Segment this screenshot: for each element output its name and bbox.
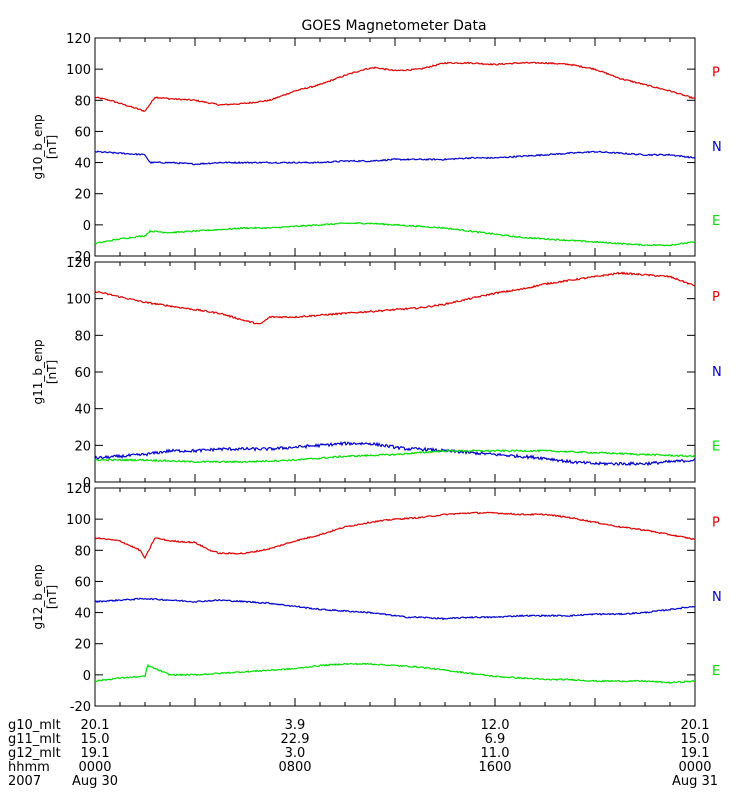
series-line-N xyxy=(94,150,696,166)
footer-row-label: 2007 xyxy=(8,774,41,789)
plot-frame xyxy=(94,261,696,483)
y-axis-unit: [nT] xyxy=(45,360,59,384)
y-axis-label: g11_b_enp xyxy=(31,339,45,404)
legend-entry-N: N xyxy=(712,365,722,380)
footer-row-label: hhmm xyxy=(8,760,50,775)
footer-cell: 1600 xyxy=(478,760,511,775)
legend-entry-E: E xyxy=(712,664,720,679)
panel-2: 0 20 40 60 80 100 120 g11_b_enp [nT] P N E xyxy=(31,256,722,491)
y-tick-label: 20 xyxy=(74,439,91,454)
legend-entry-N: N xyxy=(712,140,722,155)
footer-cell: 0000 xyxy=(678,760,711,775)
series-line-E xyxy=(94,662,696,685)
footer-row-label: g11_mlt xyxy=(8,732,61,747)
legend-entry-E: E xyxy=(712,440,720,455)
series-line-P xyxy=(94,61,696,113)
series-line-E xyxy=(94,222,696,247)
series-line-N xyxy=(94,441,696,467)
chart-footer-table: g10_mltg11_mltg12_mlthhmm200720.115.019.… xyxy=(8,718,718,789)
y-tick-label: 60 xyxy=(74,366,91,381)
footer-cell: 6.9 xyxy=(485,732,506,747)
footer-cell: Aug 31 xyxy=(672,774,718,789)
y-tick-label: 20 xyxy=(74,638,91,653)
y-axis-label: g12_b_enp xyxy=(31,564,45,629)
y-axis-unit: [nT] xyxy=(45,585,59,609)
footer-row-label: g12_mlt xyxy=(8,746,61,761)
series-line-E xyxy=(94,449,696,464)
plot-frame xyxy=(94,487,696,707)
y-tick-label: 100 xyxy=(66,513,91,528)
footer-cell: 15.0 xyxy=(81,732,110,747)
legend-entry-N: N xyxy=(712,590,722,605)
y-tick-label: 0 xyxy=(83,669,91,684)
y-tick-label: 40 xyxy=(74,157,91,172)
y-tick-label: -20 xyxy=(70,700,91,715)
chart-title: GOES Magnetometer Data xyxy=(301,18,486,34)
footer-cell: 12.0 xyxy=(481,718,510,733)
y-tick-label: 60 xyxy=(74,575,91,590)
footer-cell: 0800 xyxy=(278,760,311,775)
y-axis-unit: [nT] xyxy=(45,135,59,159)
legend-entry-P: P xyxy=(712,516,720,531)
footer-cell: 19.1 xyxy=(681,746,710,761)
footer-cell: Aug 30 xyxy=(72,774,118,789)
legend-entry-P: P xyxy=(712,290,720,305)
footer-cell: 22.9 xyxy=(281,732,310,747)
y-tick-label: 80 xyxy=(74,544,91,559)
y-tick-label: 80 xyxy=(74,329,91,344)
y-tick-label: 60 xyxy=(74,125,91,140)
y-tick-label: 120 xyxy=(66,32,91,47)
footer-cell: 19.1 xyxy=(81,746,110,761)
panel-1: -20 0 20 40 60 80 100 120 g10_b_enp [nT] P N E xyxy=(31,32,722,265)
footer-cell: 0000 xyxy=(78,760,111,775)
y-tick-label: 40 xyxy=(74,403,91,418)
panel-3: -20 0 20 40 60 80 100 120 g12_b_enp [nT] P N E xyxy=(31,482,722,715)
footer-cell: 3.9 xyxy=(285,718,306,733)
y-tick-label: -20 xyxy=(70,250,91,265)
footer-cell: 20.1 xyxy=(81,718,110,733)
y-tick-label: 120 xyxy=(66,482,91,497)
footer-cell: 11.0 xyxy=(481,746,510,761)
footer-cell: 20.1 xyxy=(681,718,710,733)
y-axis-label: g10_b_enp xyxy=(31,114,45,179)
footer-row-label: g10_mlt xyxy=(8,718,61,733)
y-tick-label: 40 xyxy=(74,607,91,622)
footer-cell: 3.0 xyxy=(285,746,306,761)
y-tick-label: 100 xyxy=(66,63,91,78)
y-tick-label: 0 xyxy=(83,219,91,234)
legend-entry-E: E xyxy=(712,214,720,229)
y-tick-label: 0 xyxy=(83,476,91,491)
y-tick-label: 100 xyxy=(66,293,91,308)
series-line-N xyxy=(94,597,696,621)
footer-cell: 15.0 xyxy=(681,732,710,747)
y-tick-label: 20 xyxy=(74,188,91,203)
plot-frame xyxy=(94,37,696,257)
y-tick-label: 80 xyxy=(74,94,91,109)
series-line-P xyxy=(94,271,696,325)
y-tick-label: 120 xyxy=(66,256,91,271)
series-line-P xyxy=(94,511,696,560)
legend-entry-P: P xyxy=(712,66,720,81)
